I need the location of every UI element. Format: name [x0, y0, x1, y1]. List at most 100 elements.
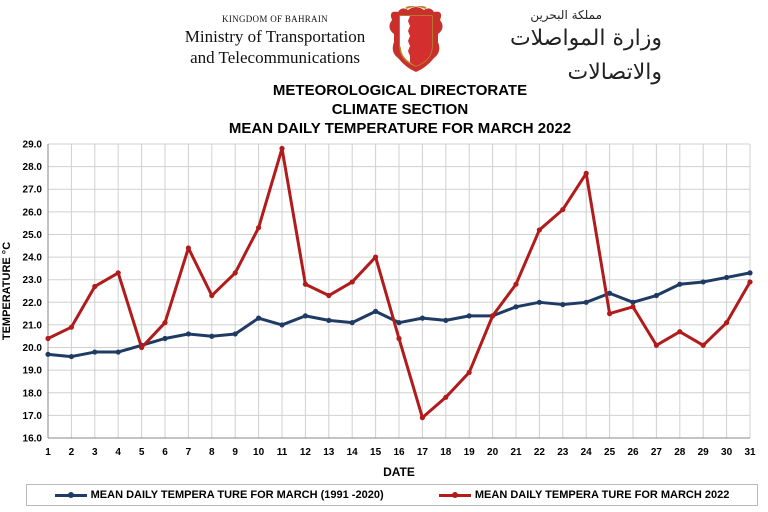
series-0-point [232, 331, 238, 337]
y-tick-label: 27.0 [23, 185, 43, 196]
series-1-point [326, 292, 332, 299]
x-tick-label: 28 [674, 447, 686, 458]
series-1-point [700, 342, 706, 348]
series-1-point [209, 292, 215, 299]
series-1-point [536, 227, 543, 233]
series-0-point [466, 313, 472, 319]
legend-label-2022: MEAN DAILY TEMPERA TURE FOR MARCH 2022 [474, 489, 730, 501]
x-tick-label: 2 [69, 447, 75, 458]
series-0-point [162, 335, 168, 342]
series-1-point [68, 324, 74, 330]
series-1-point [396, 335, 402, 342]
x-tick-label: 23 [557, 447, 569, 458]
x-tick-label: 3 [92, 447, 98, 458]
heading-directorate: METEOROLOGICAL DIRECTORATE [272, 82, 528, 99]
series-0-point [700, 279, 706, 285]
series-1-point [373, 254, 379, 260]
ministry-name-english: KINGDOM OF BAHRAIN Ministry of Transport… [160, 14, 390, 68]
x-tick-label: 27 [651, 447, 663, 458]
series-1-point [92, 283, 98, 290]
x-tick-label: 4 [115, 447, 121, 458]
x-tick-label: 11 [277, 447, 288, 458]
series-1-point [45, 335, 51, 342]
series-1-point [349, 279, 355, 285]
y-tick-label: 17.0 [23, 411, 43, 422]
series-1-point [419, 415, 425, 421]
series-0-point [326, 317, 332, 323]
y-axis-label: TEMPERATURE °C [1, 242, 13, 340]
series-0-point [209, 333, 215, 339]
temperature-line-chart: 16.0 17.0 18.0 19.0 20.0 21.0 22.0 23.0 24.0 25.0… [1, 140, 756, 480]
series-0-point [115, 349, 121, 355]
ministry-line-2: and Telecommunications [190, 48, 360, 67]
arabic-kingdom-label: مملكة البحرين [530, 8, 602, 22]
x-tick-label: 31 [744, 447, 756, 458]
y-tick-label: 26.0 [23, 207, 43, 218]
series-0-point [747, 270, 753, 276]
y-tick-label: 16.0 [23, 434, 43, 445]
x-tick-label: 12 [300, 447, 312, 458]
y-tick-label: 28.0 [23, 162, 43, 173]
x-tick-label: 7 [186, 447, 192, 458]
series-0-point [583, 299, 589, 305]
series-0-point [45, 351, 51, 357]
series-0-point [443, 317, 449, 323]
y-tick-label: 29.0 [23, 140, 43, 151]
series-1-point [279, 145, 285, 152]
series-1-point [653, 342, 660, 348]
series-1-point [139, 344, 145, 351]
x-tick-label: 14 [347, 447, 359, 458]
legend-label-normal: MEAN DAILY TEMPERA TURE FOR MARCH (1991 … [90, 489, 384, 501]
series-0-point [560, 301, 566, 308]
series-0-point [302, 313, 308, 319]
y-tick-label: 18.0 [23, 388, 43, 399]
series-0-point [349, 320, 355, 326]
legend-swatch-normal [54, 490, 87, 500]
x-axis-label: DATE [383, 465, 415, 479]
series-1-point [724, 320, 730, 326]
series-0-point [653, 292, 660, 299]
series-0-point [68, 353, 74, 360]
series-0-point [256, 315, 262, 321]
heading-title: MEAN DAILY TEMPERATURE FOR MARCH 2022 [228, 120, 572, 137]
ministry-name-arabic: مملكة البحرين وزارة المواصلات والاتصالات [452, 8, 662, 85]
x-tick-label: 5 [139, 447, 145, 458]
x-tick-label: 24 [581, 447, 593, 458]
heading-section: CLIMATE SECTION [331, 101, 469, 118]
x-tick-label: 6 [162, 447, 168, 458]
series-0-point [396, 320, 402, 326]
x-tick-label: 30 [721, 447, 733, 458]
series-0-point [419, 315, 425, 321]
x-tick-label: 8 [209, 447, 215, 458]
x-tick-label: 16 [393, 447, 405, 458]
series-0-point [630, 299, 636, 305]
series-1-point [747, 279, 753, 285]
series-1-point [256, 225, 262, 231]
legend-item-normal: MEAN DAILY TEMPERA TURE FOR MARCH (1991 … [54, 489, 384, 501]
series-0-point [536, 299, 543, 305]
series-1-point [466, 369, 472, 376]
series-1-point [607, 311, 613, 317]
series-0-point [92, 349, 98, 355]
series-0-point [724, 274, 730, 281]
series-1-point [443, 394, 449, 400]
y-tick-label: 24.0 [23, 253, 43, 264]
legend-swatch-2022 [438, 490, 471, 500]
y-tick-label: 25.0 [23, 230, 43, 241]
series-0-point [607, 290, 613, 296]
series-1-point [162, 320, 168, 326]
series-0-point [677, 281, 683, 287]
series-1-point [490, 313, 496, 319]
series-0-point [279, 322, 285, 328]
ministry-line-1: Ministry of Transportation [184, 27, 366, 46]
y-tick-label: 19.0 [23, 366, 43, 377]
x-tick-label: 22 [534, 447, 546, 458]
chart-legend: MEAN DAILY TEMPERA TURE FOR MARCH (1991 … [26, 484, 758, 506]
x-tick-label: 25 [604, 447, 616, 458]
series-1-point [677, 329, 683, 335]
y-tick-label: 21.0 [23, 320, 43, 331]
series-1-point [513, 281, 519, 287]
series-1-point [302, 281, 308, 287]
x-tick-label: 17 [417, 447, 429, 458]
series-0-point [513, 304, 519, 310]
